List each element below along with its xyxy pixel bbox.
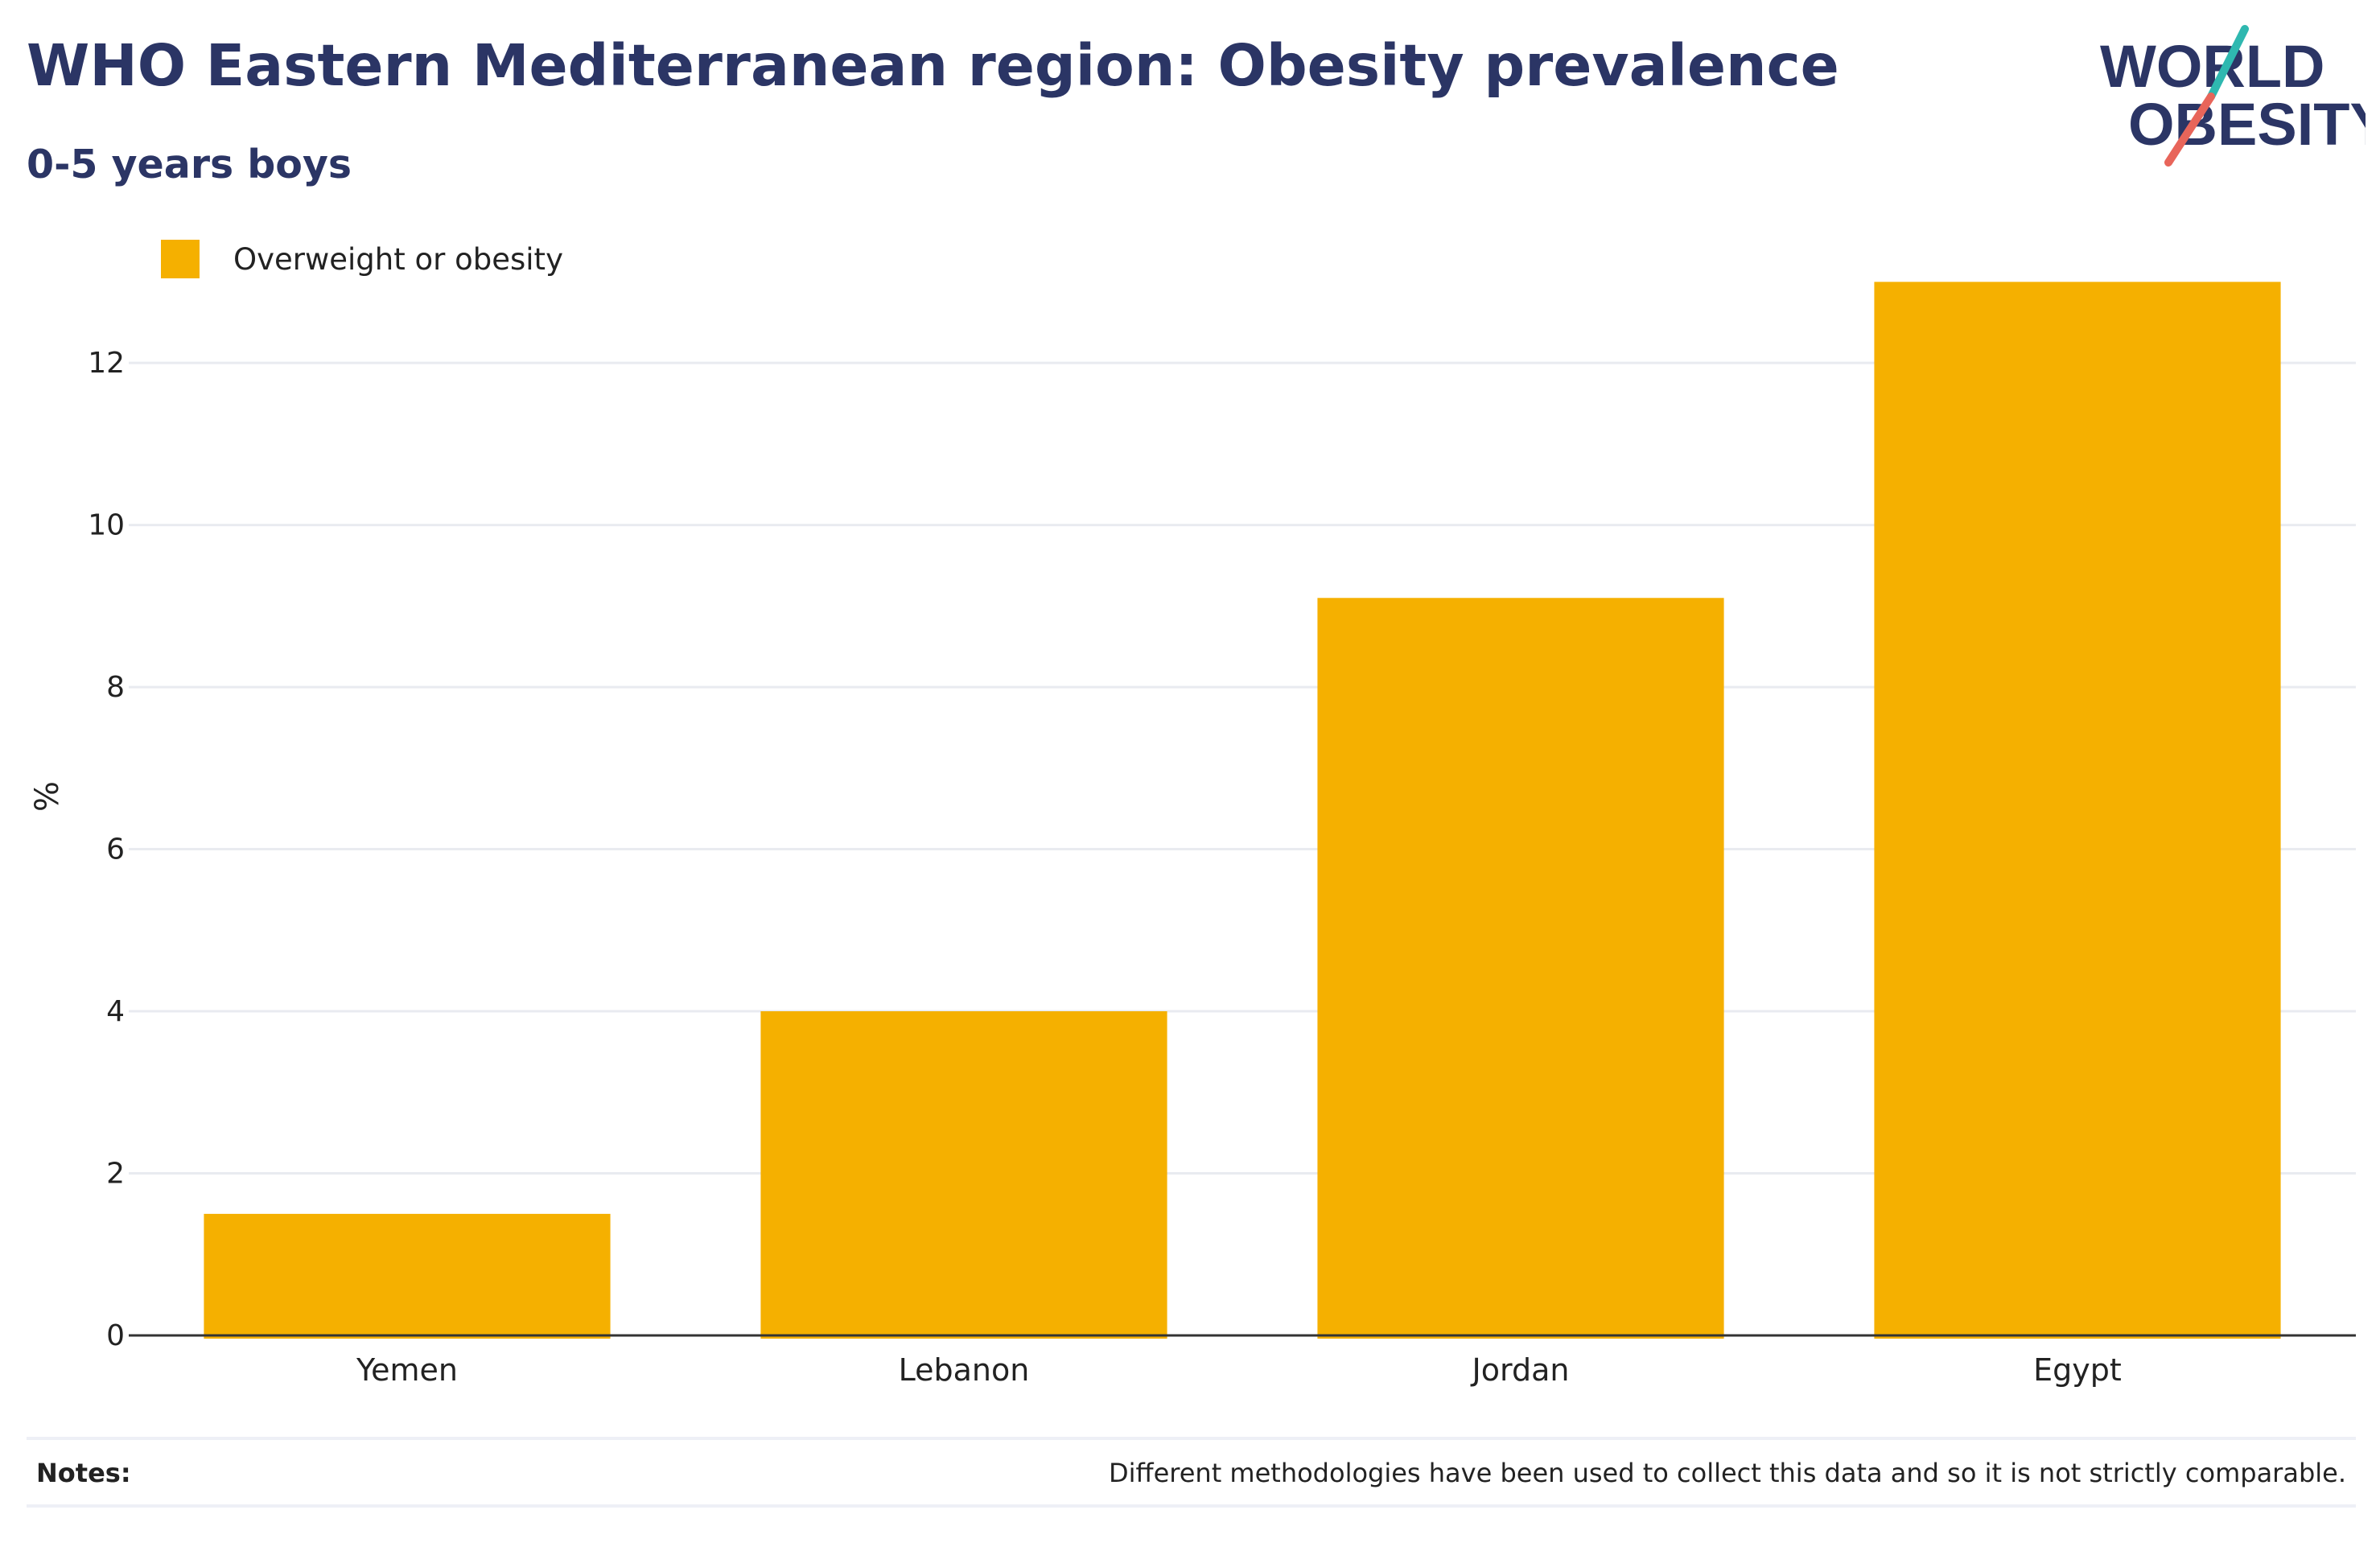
logo-text-obesity: OBESITY	[2128, 91, 2366, 158]
bar-jordan	[1317, 598, 1724, 1339]
x-tick-label: Yemen	[356, 1352, 458, 1388]
y-tick-label: 10	[88, 509, 125, 542]
world-obesity-logo: WORLD OBESITY	[2100, 25, 2366, 167]
y-tick-label: 6	[106, 833, 125, 866]
logo-slash-top	[2207, 25, 2249, 101]
notes-label: Notes:	[36, 1458, 131, 1488]
bar-lebanon	[760, 1011, 1167, 1339]
notes-text: Different methodologies have been used t…	[1109, 1458, 2346, 1488]
y-tick-label: 12	[88, 347, 125, 380]
bar-egypt	[1874, 282, 2281, 1339]
chart-title: WHO Eastern Mediterranean region: Obesit…	[27, 32, 1839, 99]
notes-divider-bottom	[27, 1504, 2356, 1508]
logo-slash-bottom	[2164, 93, 2215, 167]
y-tick-label: 8	[106, 671, 125, 704]
y-tick-label: 4	[106, 995, 125, 1028]
bar-chart: 0 2 4 6 8 10 12% Yemen Lebanon Jordan Egypt	[29, 282, 2356, 1388]
bar-yemen	[204, 1213, 611, 1339]
notes-divider-top	[27, 1437, 2356, 1440]
x-tick-label: Lebanon	[899, 1352, 1030, 1388]
y-tick-label: 2	[106, 1158, 125, 1191]
chart-legend: Overweight or obesity	[161, 240, 563, 278]
y-tick-label: 0	[106, 1319, 125, 1352]
legend-label: Overweight or obesity	[233, 241, 563, 277]
y-axis-label: %	[29, 781, 66, 812]
legend-swatch	[161, 240, 200, 278]
x-tick-label: Egypt	[2033, 1352, 2122, 1388]
chart-subtitle: 0-5 years boys	[27, 142, 352, 187]
x-tick-label: Jordan	[1471, 1352, 1570, 1388]
